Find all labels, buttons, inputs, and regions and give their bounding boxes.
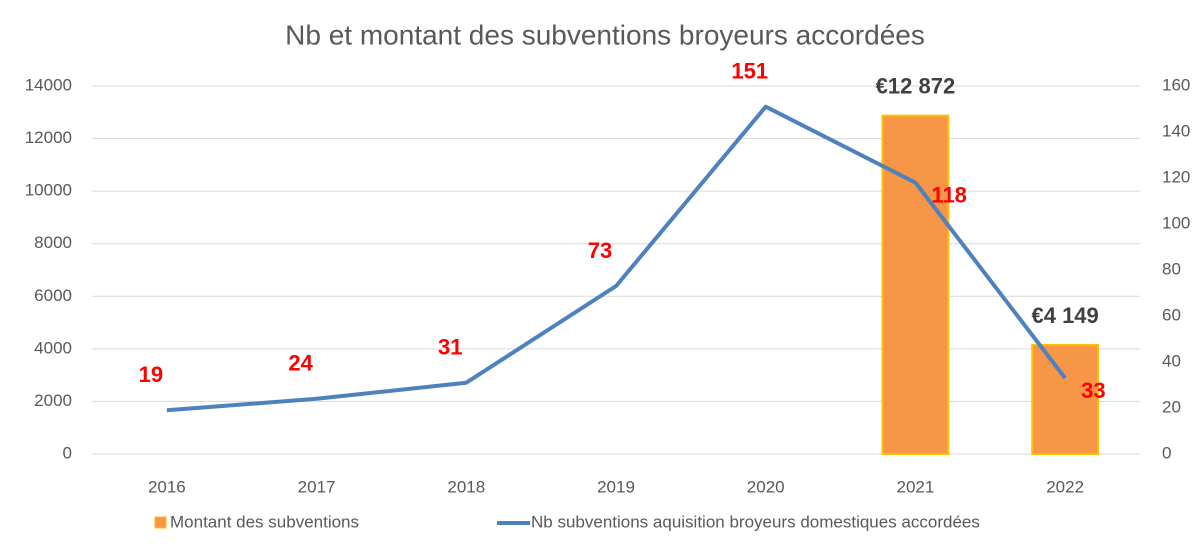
line-value-label: 33 <box>1081 378 1105 403</box>
x-tick-label: 2017 <box>298 477 336 496</box>
y2-tick-label: 160 <box>1162 75 1190 94</box>
legend-label: Montant des subventions <box>170 512 359 531</box>
line-value-label: 24 <box>288 351 313 376</box>
x-tick-label: 2021 <box>897 477 935 496</box>
y2-tick-label: 40 <box>1162 351 1181 370</box>
y-tick-label: 14000 <box>25 75 72 94</box>
y2-tick-label: 100 <box>1162 213 1190 232</box>
legend-swatch <box>154 516 167 529</box>
legend-label: Nb subventions aquisition broyeurs domes… <box>531 512 980 531</box>
chart-title: Nb et montant des subventions broyeurs a… <box>285 19 925 50</box>
x-tick-label: 2020 <box>747 477 785 496</box>
bar <box>1031 343 1100 456</box>
x-tick-label: 2019 <box>597 477 635 496</box>
bar-value-label: €4 149 <box>1031 303 1098 328</box>
bar-value-label: €12 872 <box>876 73 956 98</box>
y-tick-label: 4000 <box>34 338 72 357</box>
y2-tick-label: 80 <box>1162 259 1181 278</box>
y2-tick-label: 140 <box>1162 121 1190 140</box>
x-tick-label: 2018 <box>447 477 485 496</box>
y-tick-label: 12000 <box>25 128 72 147</box>
line <box>166 104 1067 413</box>
y-tick-label: 0 <box>63 443 72 462</box>
y2-tick-label: 20 <box>1162 397 1181 416</box>
y2-tick-label: 60 <box>1162 305 1181 324</box>
y-tick-label: 2000 <box>34 391 72 410</box>
y2-tick-label: 120 <box>1162 167 1190 186</box>
bar <box>881 114 950 455</box>
y-tick-label: 10000 <box>25 181 72 200</box>
y-tick-label: 8000 <box>34 233 72 252</box>
x-tick-label: 2022 <box>1046 477 1084 496</box>
line-value-label: 118 <box>931 182 967 207</box>
line-value-label: 31 <box>438 335 462 360</box>
line-value-label: 151 <box>731 59 768 84</box>
line-value-label: 73 <box>588 238 612 263</box>
y-tick-label: 6000 <box>34 286 72 305</box>
y2-tick-label: 0 <box>1162 443 1171 462</box>
x-tick-label: 2016 <box>148 477 186 496</box>
line-value-label: 19 <box>139 362 163 387</box>
